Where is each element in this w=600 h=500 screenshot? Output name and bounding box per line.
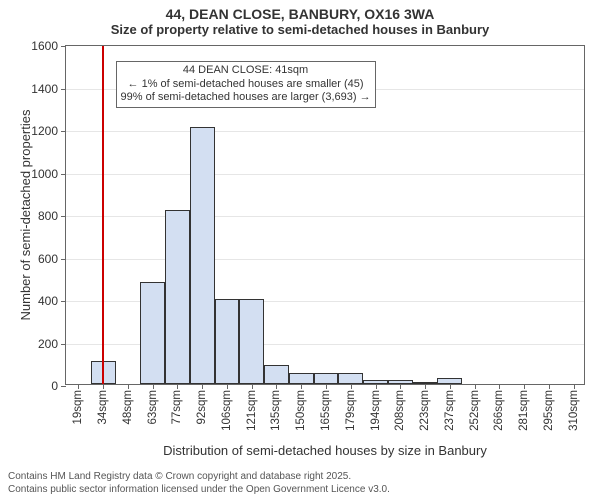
x-tick-label: 266sqm bbox=[493, 384, 505, 431]
x-tick-label: 295sqm bbox=[543, 384, 555, 431]
y-tick-label: 1600 bbox=[31, 39, 66, 53]
gridline bbox=[66, 259, 584, 260]
histogram-bar bbox=[190, 127, 215, 384]
x-tick-label: 135sqm bbox=[270, 384, 282, 431]
x-tick-label: 34sqm bbox=[97, 384, 109, 425]
property-marker-line bbox=[102, 46, 104, 384]
chart-title: 44, DEAN CLOSE, BANBURY, OX16 3WA bbox=[0, 0, 600, 22]
y-tick-label: 200 bbox=[38, 337, 66, 351]
annotation-line-3: 99% of semi-detached houses are larger (… bbox=[121, 91, 371, 105]
caption-line-1: Contains HM Land Registry data © Crown c… bbox=[8, 471, 390, 484]
x-tick-label: 150sqm bbox=[295, 384, 307, 431]
y-tick-label: 1000 bbox=[31, 167, 66, 181]
y-tick-label: 1400 bbox=[31, 82, 66, 96]
x-tick-label: 179sqm bbox=[345, 384, 357, 431]
y-tick-label: 600 bbox=[38, 252, 66, 266]
x-tick-label: 310sqm bbox=[568, 384, 580, 431]
y-tick-label: 0 bbox=[51, 379, 66, 393]
x-tick-label: 237sqm bbox=[444, 384, 456, 431]
histogram-bar bbox=[239, 299, 264, 384]
x-tick-label: 208sqm bbox=[394, 384, 406, 431]
x-tick-label: 194sqm bbox=[370, 384, 382, 431]
annotation-line-1: 44 DEAN CLOSE: 41sqm bbox=[121, 64, 371, 78]
y-tick-label: 400 bbox=[38, 294, 66, 308]
caption-line-2: Contains public sector information licen… bbox=[8, 484, 390, 497]
histogram-bar bbox=[338, 373, 363, 384]
histogram-bar bbox=[165, 210, 190, 384]
x-tick-label: 165sqm bbox=[320, 384, 332, 431]
x-tick-label: 63sqm bbox=[147, 384, 159, 425]
x-tick-label: 19sqm bbox=[72, 384, 84, 425]
x-tick-label: 106sqm bbox=[221, 384, 233, 431]
gridline bbox=[66, 216, 584, 217]
y-axis-label: Number of semi-detached properties bbox=[18, 45, 33, 385]
gridline bbox=[66, 131, 584, 132]
x-tick-label: 92sqm bbox=[196, 384, 208, 425]
source-caption: Contains HM Land Registry data © Crown c… bbox=[8, 471, 390, 496]
y-tick-label: 800 bbox=[38, 209, 66, 223]
histogram-bar bbox=[289, 373, 314, 384]
chart-container: 44, DEAN CLOSE, BANBURY, OX16 3WA Size o… bbox=[0, 0, 600, 500]
gridline bbox=[66, 174, 584, 175]
x-tick-label: 121sqm bbox=[246, 384, 258, 431]
annotation-box: 44 DEAN CLOSE: 41sqm← 1% of semi-detache… bbox=[116, 61, 376, 108]
histogram-bar bbox=[264, 365, 289, 384]
histogram-bar bbox=[140, 282, 165, 384]
y-tick-label: 1200 bbox=[31, 124, 66, 138]
plot-area: 0200400600800100012001400160019sqm34sqm4… bbox=[65, 45, 585, 385]
annotation-line-2: ← 1% of semi-detached houses are smaller… bbox=[121, 78, 371, 92]
x-axis-label: Distribution of semi-detached houses by … bbox=[65, 443, 585, 458]
histogram-bar bbox=[215, 299, 240, 384]
x-tick-label: 223sqm bbox=[419, 384, 431, 431]
x-tick-label: 77sqm bbox=[171, 384, 183, 425]
x-tick-label: 281sqm bbox=[518, 384, 530, 431]
x-tick-label: 48sqm bbox=[122, 384, 134, 425]
chart-subtitle: Size of property relative to semi-detach… bbox=[0, 22, 600, 37]
x-tick-label: 252sqm bbox=[469, 384, 481, 431]
histogram-bar bbox=[314, 373, 339, 384]
